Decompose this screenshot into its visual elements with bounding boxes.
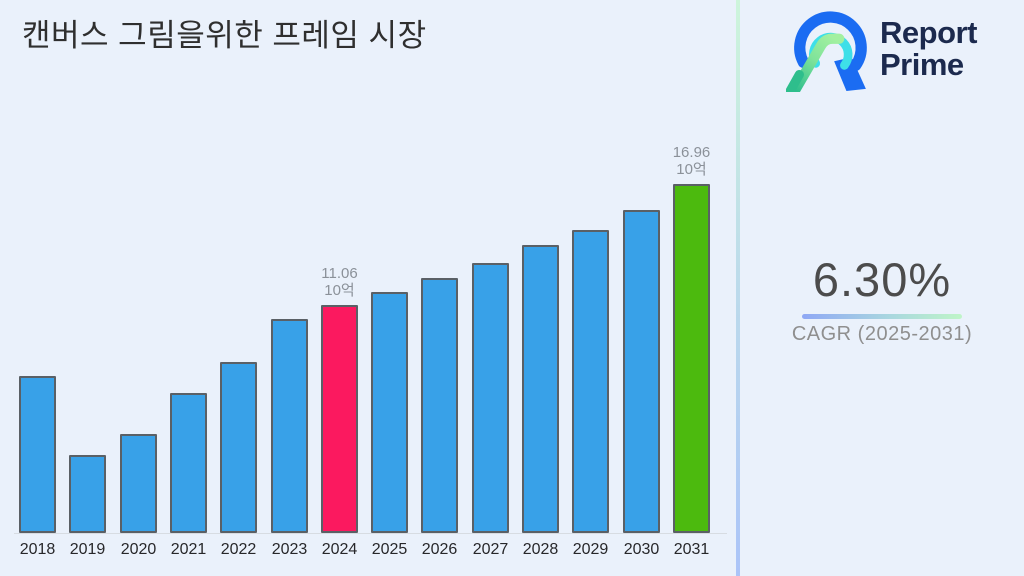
axis-label-2024: 2024 — [321, 541, 358, 558]
bar-2024 — [321, 305, 358, 533]
x-axis-line — [14, 533, 727, 534]
bar-2021 — [170, 393, 207, 533]
bar-2018 — [19, 376, 56, 533]
axis-label-2020: 2020 — [120, 541, 157, 558]
bar-2022 — [220, 362, 257, 533]
bar-value-label-2031: 16.96 10억 — [672, 143, 711, 179]
page-title: 캔버스 그림을위한 프레임 시장 — [22, 18, 427, 53]
axis-label-2021: 2021 — [170, 541, 207, 558]
bar-2025 — [371, 292, 408, 533]
axis-label-2027: 2027 — [472, 541, 509, 558]
brand-name: Report Prime — [880, 17, 977, 81]
bar-value-label-2024: 11.06 10억 — [321, 264, 358, 300]
axis-label-2026: 2026 — [421, 541, 458, 558]
report-prime-logo-icon — [786, 11, 867, 92]
bar-2029 — [572, 230, 609, 533]
brand-logo: Report Prime — [786, 6, 977, 92]
axis-label-2018: 2018 — [19, 541, 56, 558]
bar-2020 — [120, 434, 157, 533]
axis-label-2031: 2031 — [673, 541, 710, 558]
bar-2023 — [271, 319, 308, 533]
panel-divider — [736, 0, 740, 576]
bar-2026 — [421, 278, 458, 533]
cagr-underline — [802, 314, 962, 319]
brand-name-line2: Prime — [880, 47, 964, 82]
bar-2031 — [673, 184, 710, 533]
axis-label-2022: 2022 — [220, 541, 257, 558]
bar-2028 — [522, 245, 559, 533]
axis-label-2025: 2025 — [371, 541, 408, 558]
bar-2019 — [69, 455, 106, 533]
axis-label-2030: 2030 — [623, 541, 660, 558]
brand-name-line1: Report — [880, 15, 977, 51]
bar-2030 — [623, 210, 660, 533]
cagr-stat: 6.30% CAGR (2025-2031) — [772, 252, 992, 346]
axis-label-2029: 2029 — [572, 541, 609, 558]
cagr-value: 6.30% — [812, 253, 952, 306]
axis-label-2028: 2028 — [522, 541, 559, 558]
cagr-label: CAGR (2025-2031) — [791, 323, 973, 345]
axis-label-2023: 2023 — [271, 541, 308, 558]
bar-2027 — [472, 263, 509, 533]
axis-label-2019: 2019 — [69, 541, 106, 558]
